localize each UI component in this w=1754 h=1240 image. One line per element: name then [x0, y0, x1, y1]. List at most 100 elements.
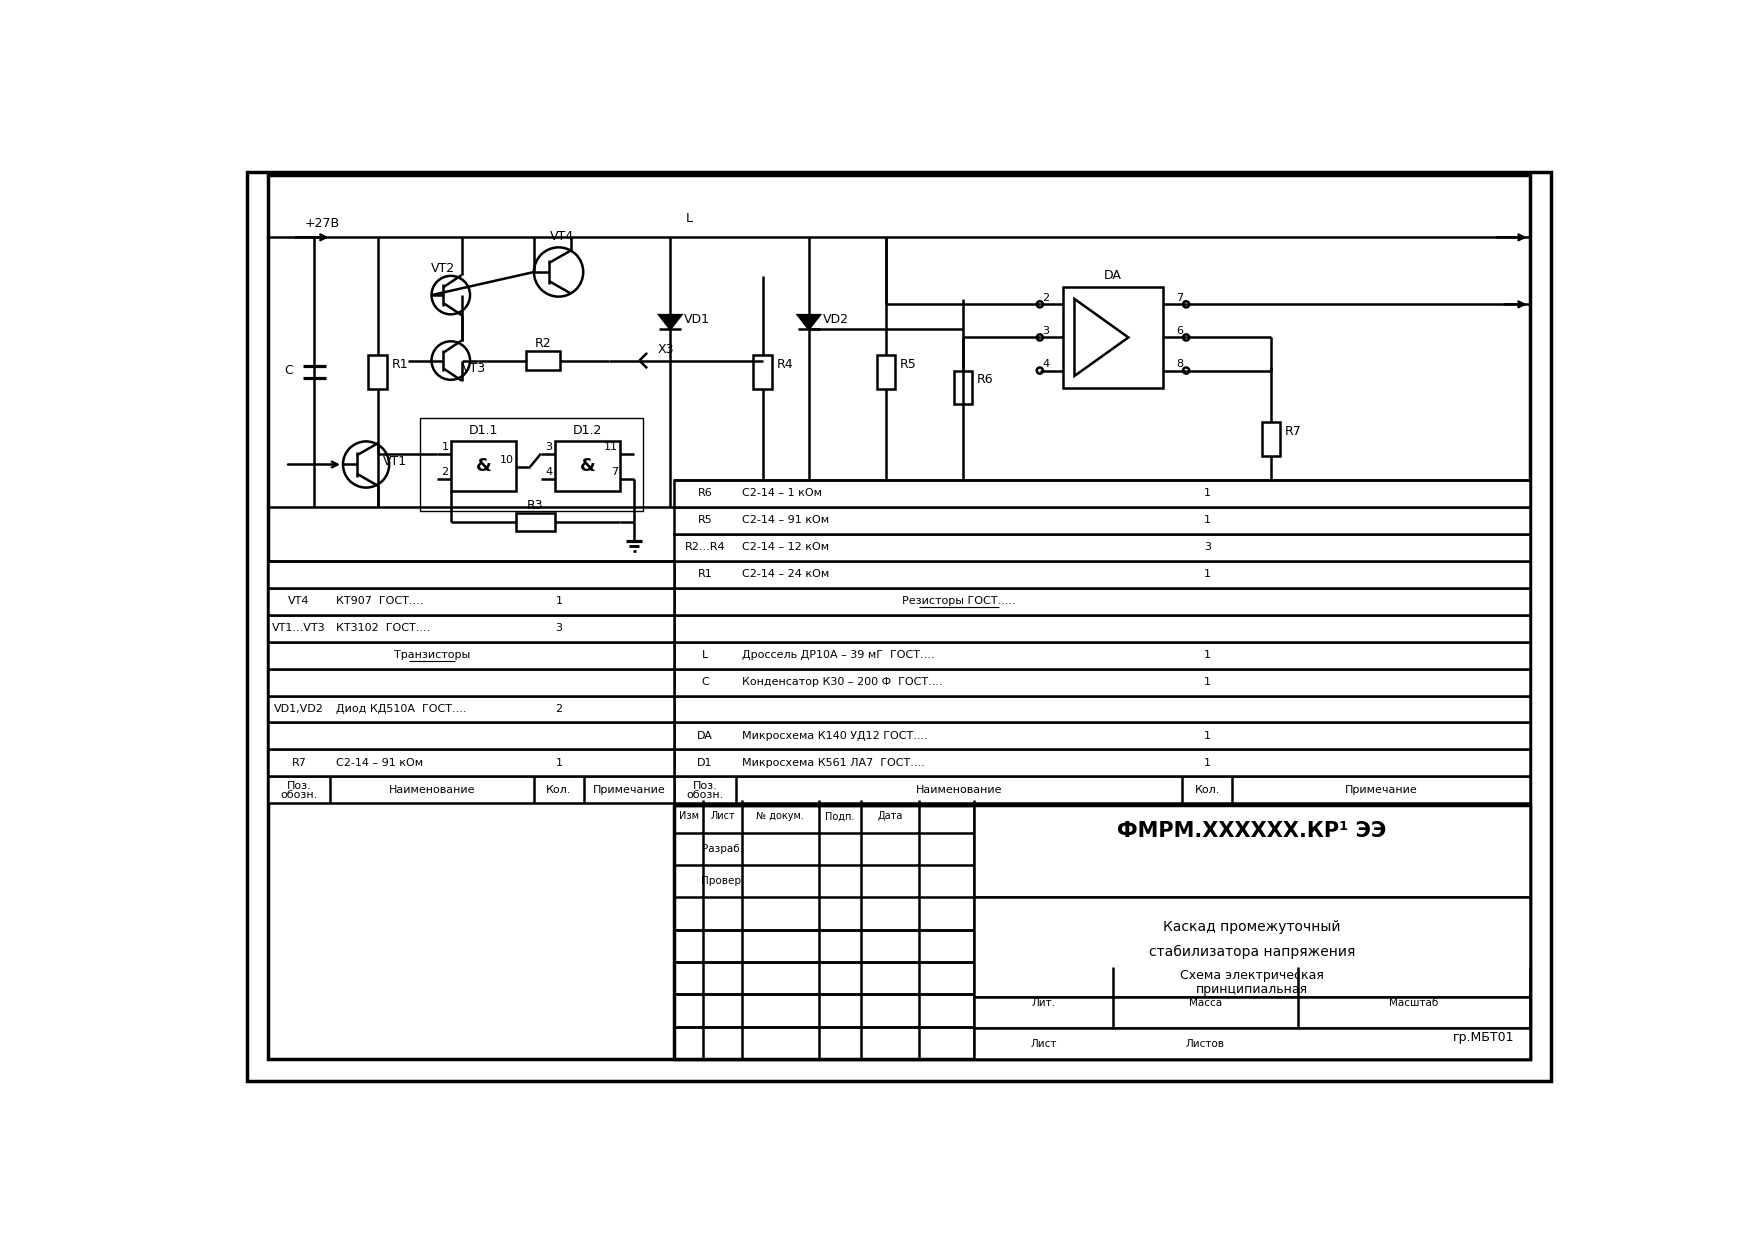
Bar: [516, 513, 554, 532]
Text: 8: 8: [1177, 360, 1184, 370]
Text: Разраб.: Разраб.: [702, 843, 744, 853]
Text: Диод КД510А  ГОСТ....: Диод КД510А ГОСТ....: [337, 704, 467, 714]
Text: С2-14 – 1 кОм: С2-14 – 1 кОм: [742, 489, 823, 498]
Text: 2: 2: [556, 704, 563, 714]
Text: R3: R3: [528, 498, 544, 512]
Text: C: C: [702, 677, 709, 687]
Text: Кол.: Кол.: [1194, 785, 1221, 795]
Text: С2-14 – 12 кОм: С2-14 – 12 кОм: [742, 542, 830, 552]
Text: Изм: Изм: [679, 811, 698, 821]
Text: гр.МБТ01: гр.МБТ01: [1452, 1030, 1514, 1044]
Text: обозн.: обозн.: [686, 790, 723, 800]
Bar: [674, 615, 1529, 641]
Text: R7: R7: [1284, 424, 1301, 438]
Text: Поз.: Поз.: [693, 781, 717, 791]
Bar: [268, 696, 674, 723]
Text: R5: R5: [698, 516, 712, 526]
Polygon shape: [798, 315, 819, 329]
Text: VT4: VT4: [551, 231, 575, 243]
Bar: [674, 723, 1529, 749]
Bar: [674, 696, 1529, 723]
Bar: [674, 560, 1529, 588]
Text: КТ3102  ГОСТ....: КТ3102 ГОСТ....: [337, 624, 430, 634]
Text: 6: 6: [1177, 326, 1184, 336]
Text: D1.2: D1.2: [574, 424, 602, 438]
Text: 4: 4: [545, 467, 553, 477]
Bar: [268, 615, 674, 641]
Text: № докум.: № докум.: [756, 811, 805, 821]
Text: Конденсатор К30 – 200 Ф  ГОСТ....: Конденсатор К30 – 200 Ф ГОСТ....: [742, 677, 942, 687]
Text: VT1...VT3: VT1...VT3: [272, 624, 326, 634]
Text: 3: 3: [1203, 542, 1210, 552]
Text: R6: R6: [698, 489, 712, 498]
Bar: [754, 355, 772, 389]
Bar: [1063, 288, 1163, 387]
Text: R1: R1: [391, 358, 409, 371]
Text: Подп.: Подп.: [826, 811, 854, 821]
Bar: [419, 418, 644, 511]
Text: VT3: VT3: [461, 362, 486, 374]
Text: 3: 3: [545, 441, 553, 451]
Bar: [674, 533, 1529, 560]
Text: Провер.: Провер.: [702, 877, 744, 887]
Bar: [674, 641, 1529, 668]
Text: DA: DA: [696, 730, 712, 742]
Text: 1: 1: [1203, 730, 1210, 742]
Text: КТ907  ГОСТ....: КТ907 ГОСТ....: [337, 596, 423, 606]
Bar: [975, 805, 1529, 898]
Text: Лит.: Лит.: [1031, 998, 1056, 1008]
Text: Масштаб: Масштаб: [1389, 998, 1438, 1008]
Text: 11: 11: [603, 441, 617, 451]
Text: R2: R2: [535, 337, 551, 350]
Text: Кол.: Кол.: [545, 785, 572, 795]
Text: 1: 1: [1203, 516, 1210, 526]
Text: 1: 1: [1203, 677, 1210, 687]
Text: Наименование: Наименование: [916, 785, 1002, 795]
Text: Резисторы ГОСТ.....: Резисторы ГОСТ.....: [902, 596, 1016, 606]
Bar: [451, 441, 516, 491]
Text: &: &: [579, 458, 595, 475]
Bar: [268, 560, 674, 588]
Text: R4: R4: [777, 358, 793, 371]
Text: 1: 1: [1203, 758, 1210, 768]
Text: стабилизатора напряжения: стабилизатора напряжения: [1149, 945, 1356, 960]
Bar: [526, 351, 560, 370]
Text: ФМРМ.ХХХХХХ.КР¹ ЭЭ: ФМРМ.ХХХХХХ.КР¹ ЭЭ: [1117, 821, 1387, 841]
Text: VT1: VT1: [382, 455, 407, 467]
Bar: [674, 749, 1529, 776]
Text: 1: 1: [1203, 569, 1210, 579]
Text: L: L: [686, 212, 693, 224]
Text: С2-14 – 24 кОм: С2-14 – 24 кОм: [742, 569, 830, 579]
Text: X3: X3: [658, 343, 674, 356]
Text: обозн.: обозн.: [281, 790, 317, 800]
Bar: [268, 749, 674, 776]
Text: 3: 3: [1042, 326, 1049, 336]
Bar: [268, 668, 674, 696]
Polygon shape: [660, 315, 681, 329]
Text: VD1,VD2: VD1,VD2: [274, 704, 324, 714]
Bar: [975, 997, 1529, 1028]
Bar: [674, 480, 1529, 507]
Bar: [877, 355, 895, 389]
Text: VT4: VT4: [288, 596, 310, 606]
Text: Листов: Листов: [1186, 1039, 1224, 1049]
Text: R7: R7: [291, 758, 307, 768]
Text: С2-14 – 91 кОм: С2-14 – 91 кОм: [742, 516, 830, 526]
Text: VD1: VD1: [684, 314, 710, 326]
Text: 7: 7: [1177, 293, 1184, 303]
Bar: [554, 441, 621, 491]
Bar: [674, 668, 1529, 696]
Text: Дата: Дата: [877, 811, 903, 821]
Text: 10: 10: [500, 455, 514, 465]
Text: Дроссель ДР10А – 39 мГ  ГОСТ....: Дроссель ДР10А – 39 мГ ГОСТ....: [742, 650, 935, 660]
Text: Примечание: Примечание: [1345, 785, 1417, 795]
Text: 3: 3: [556, 624, 563, 634]
Text: Лист: Лист: [710, 811, 735, 821]
Bar: [268, 723, 674, 749]
Text: Поз.: Поз.: [286, 781, 312, 791]
Text: 1: 1: [1203, 489, 1210, 498]
Bar: [674, 776, 1529, 804]
Text: С2-14 – 91 кОм: С2-14 – 91 кОм: [337, 758, 423, 768]
Bar: [674, 805, 1529, 1059]
Text: Микросхема К140 УД12 ГОСТ....: Микросхема К140 УД12 ГОСТ....: [742, 730, 928, 742]
